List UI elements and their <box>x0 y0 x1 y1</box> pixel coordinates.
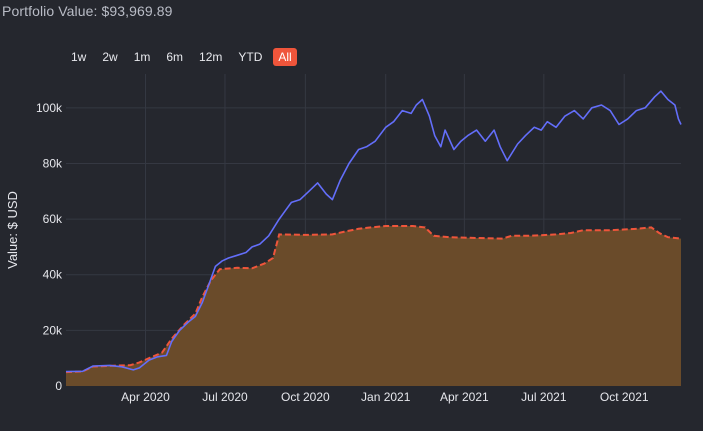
cost-basis-line <box>65 225 682 374</box>
x-tick-label: Jul 2021 <box>521 390 567 404</box>
y-tick-label: 20k <box>43 323 63 337</box>
range-button-ytd[interactable]: YTD <box>233 48 267 66</box>
range-button-all[interactable]: All <box>273 48 297 66</box>
x-tick-label: Apr 2021 <box>440 390 489 404</box>
range-button-1m[interactable]: 1m <box>129 48 156 66</box>
range-button-2w[interactable]: 2w <box>97 48 122 66</box>
y-tick-label: 60k <box>43 212 63 226</box>
range-button-1w[interactable]: 1w <box>66 48 91 66</box>
x-tick-label: Oct 2020 <box>281 390 330 404</box>
x-tick-label: Jul 2020 <box>202 390 248 404</box>
cost-basis-area <box>66 226 681 386</box>
y-tick-label: 100k <box>36 101 63 115</box>
y-axis-ticks: 0 20k 40k 60k 80k 100k <box>36 101 63 393</box>
page-title: Portfolio Value: $93,969.89 <box>2 3 173 19</box>
y-tick-label: 40k <box>43 268 63 282</box>
portfolio-value-line <box>65 90 682 373</box>
x-axis-ticks: Apr 2020 Jul 2020 Oct 2020 Jan 2021 Apr 2021… <box>121 390 649 404</box>
x-tick-label: Oct 2021 <box>600 390 649 404</box>
y-axis-label: Value: $ USD <box>5 191 20 269</box>
x-tick-label: Apr 2020 <box>121 390 170 404</box>
y-tick-label: 0 <box>55 379 62 393</box>
range-button-6m[interactable]: 6m <box>161 48 188 66</box>
x-tick-label: Jan 2021 <box>361 390 411 404</box>
range-button-12m[interactable]: 12m <box>194 48 227 66</box>
y-tick-label: 80k <box>43 156 63 170</box>
range-selector: 1w 2w 1m 6m 12m YTD All <box>66 48 297 66</box>
